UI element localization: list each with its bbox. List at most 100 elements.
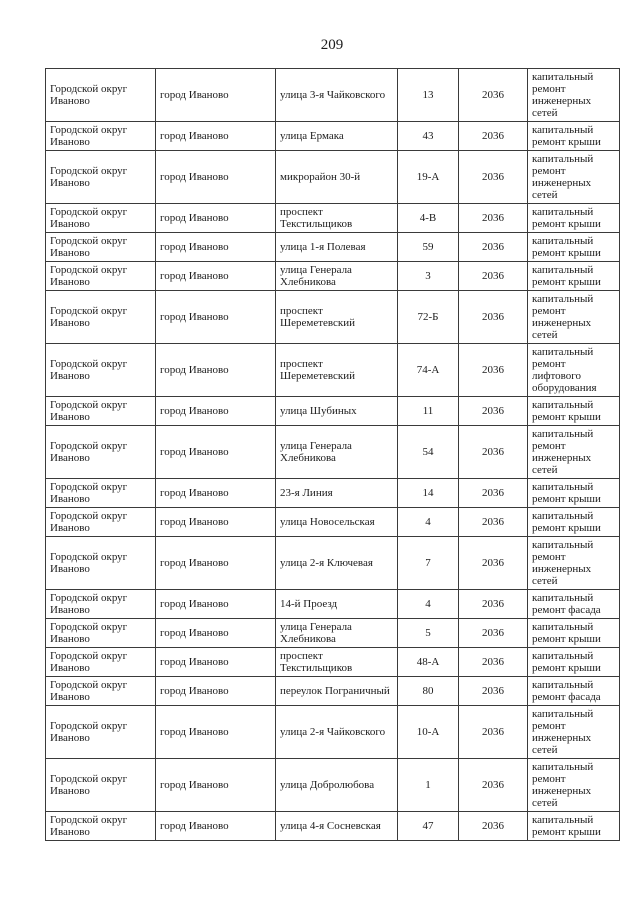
cell-street: проспект Шереметевский	[275, 290, 398, 344]
cell-city: город Иваново	[155, 396, 276, 426]
cell-district: Городской округ Иваново	[45, 425, 156, 479]
cell-city: город Иваново	[155, 647, 276, 677]
cell-street: 14-й Проезд	[275, 589, 398, 619]
cell-work-type: капитальный ремонт крыши	[527, 811, 620, 841]
table-row: Городской округ Иваново город Иваново ул…	[45, 121, 620, 151]
page-number: 209	[320, 37, 344, 53]
cell-city: город Иваново	[155, 478, 276, 508]
cell-house-number: 4	[397, 589, 459, 619]
cell-work-type: капитальный ремонт инженерных сетей	[527, 150, 620, 204]
cell-year: 2036	[458, 647, 528, 677]
cell-work-type: капитальный ремонт инженерных сетей	[527, 68, 620, 122]
table-row: Городской округ Иваново город Иваново 14…	[45, 589, 620, 619]
cell-city: город Иваново	[155, 618, 276, 648]
cell-street: улица Новосельская	[275, 507, 398, 537]
cell-house-number: 1	[397, 758, 459, 812]
cell-work-type: капитальный ремонт инженерных сетей	[527, 536, 620, 590]
cell-district: Городской округ Иваново	[45, 343, 156, 397]
cell-city: город Иваново	[155, 290, 276, 344]
cell-street: проспект Шереметевский	[275, 343, 398, 397]
cell-city: город Иваново	[155, 589, 276, 619]
cell-house-number: 47	[397, 811, 459, 841]
table-row: Городской округ Иваново город Иваново ул…	[45, 507, 620, 537]
cell-house-number: 48-А	[397, 647, 459, 677]
cell-street: улица Добролюбова	[275, 758, 398, 812]
cell-house-number: 72-Б	[397, 290, 459, 344]
cell-street: улица 3-я Чайковского	[275, 68, 398, 122]
cell-work-type: капитальный ремонт крыши	[527, 232, 620, 262]
table-row: Городской округ Иваново город Иваново ул…	[45, 261, 620, 291]
cell-city: город Иваново	[155, 121, 276, 151]
table-row: Городской округ Иваново город Иваново ул…	[45, 425, 620, 479]
cell-work-type: капитальный ремонт крыши	[527, 261, 620, 291]
cell-house-number: 54	[397, 425, 459, 479]
cell-district: Городской округ Иваново	[45, 68, 156, 122]
cell-district: Городской округ Иваново	[45, 203, 156, 233]
cell-house-number: 11	[397, 396, 459, 426]
cell-district: Городской округ Иваново	[45, 676, 156, 706]
cell-district: Городской округ Иваново	[45, 589, 156, 619]
cell-street: улица Шубиных	[275, 396, 398, 426]
cell-year: 2036	[458, 589, 528, 619]
cell-year: 2036	[458, 811, 528, 841]
cell-city: город Иваново	[155, 68, 276, 122]
cell-year: 2036	[458, 425, 528, 479]
table-row: Городской округ Иваново город Иваново ул…	[45, 396, 620, 426]
table-row: Городской округ Иваново город Иваново ул…	[45, 68, 620, 122]
cell-year: 2036	[458, 618, 528, 648]
cell-district: Городской округ Иваново	[45, 705, 156, 759]
cell-city: город Иваново	[155, 676, 276, 706]
cell-house-number: 10-А	[397, 705, 459, 759]
cell-work-type: капитальный ремонт крыши	[527, 618, 620, 648]
cell-house-number: 74-А	[397, 343, 459, 397]
cell-city: город Иваново	[155, 758, 276, 812]
table-row: Городской округ Иваново город Иваново пр…	[45, 647, 620, 677]
cell-district: Городской округ Иваново	[45, 478, 156, 508]
cell-work-type: капитальный ремонт крыши	[527, 121, 620, 151]
table-row: Городской округ Иваново город Иваново пр…	[45, 290, 620, 344]
table-row: Городской округ Иваново город Иваново ул…	[45, 758, 620, 812]
cell-work-type: капитальный ремонт инженерных сетей	[527, 758, 620, 812]
table-row: Городской округ Иваново город Иваново ул…	[45, 536, 620, 590]
cell-work-type: капитальный ремонт инженерных сетей	[527, 425, 620, 479]
cell-street: улица 1-я Полевая	[275, 232, 398, 262]
cell-district: Городской округ Иваново	[45, 290, 156, 344]
table-row: Городской округ Иваново город Иваново 23…	[45, 478, 620, 508]
cell-district: Городской округ Иваново	[45, 647, 156, 677]
cell-house-number: 3	[397, 261, 459, 291]
cell-year: 2036	[458, 290, 528, 344]
cell-work-type: капитальный ремонт крыши	[527, 647, 620, 677]
cell-district: Городской округ Иваново	[45, 758, 156, 812]
cell-street: улица 2-я Ключевая	[275, 536, 398, 590]
cell-street: 23-я Линия	[275, 478, 398, 508]
cell-work-type: капитальный ремонт фасада	[527, 589, 620, 619]
table-row: Городской округ Иваново город Иваново пе…	[45, 676, 620, 706]
cell-district: Городской округ Иваново	[45, 150, 156, 204]
cell-city: город Иваново	[155, 232, 276, 262]
cell-work-type: капитальный ремонт инженерных сетей	[527, 290, 620, 344]
cell-work-type: капитальный ремонт крыши	[527, 478, 620, 508]
cell-work-type: капитальный ремонт фасада	[527, 676, 620, 706]
cell-work-type: капитальный ремонт лифтового оборудовани…	[527, 343, 620, 397]
cell-house-number: 7	[397, 536, 459, 590]
cell-year: 2036	[458, 507, 528, 537]
cell-street: улица Генерала Хлебникова	[275, 425, 398, 479]
cell-city: город Иваново	[155, 705, 276, 759]
cell-house-number: 5	[397, 618, 459, 648]
cell-year: 2036	[458, 261, 528, 291]
cell-house-number: 4-В	[397, 203, 459, 233]
cell-street: улица 2-я Чайковского	[275, 705, 398, 759]
cell-street: улица 4-я Сосневская	[275, 811, 398, 841]
table-row: Городской округ Иваново город Иваново ул…	[45, 232, 620, 262]
cell-district: Городской округ Иваново	[45, 618, 156, 648]
cell-year: 2036	[458, 121, 528, 151]
cell-street: проспект Текстильщиков	[275, 647, 398, 677]
cell-year: 2036	[458, 232, 528, 262]
cell-street: улица Генерала Хлебникова	[275, 261, 398, 291]
cell-house-number: 4	[397, 507, 459, 537]
table-row: Городской округ Иваново город Иваново пр…	[45, 343, 620, 397]
cell-house-number: 13	[397, 68, 459, 122]
cell-year: 2036	[458, 536, 528, 590]
cell-year: 2036	[458, 68, 528, 122]
cell-city: город Иваново	[155, 811, 276, 841]
